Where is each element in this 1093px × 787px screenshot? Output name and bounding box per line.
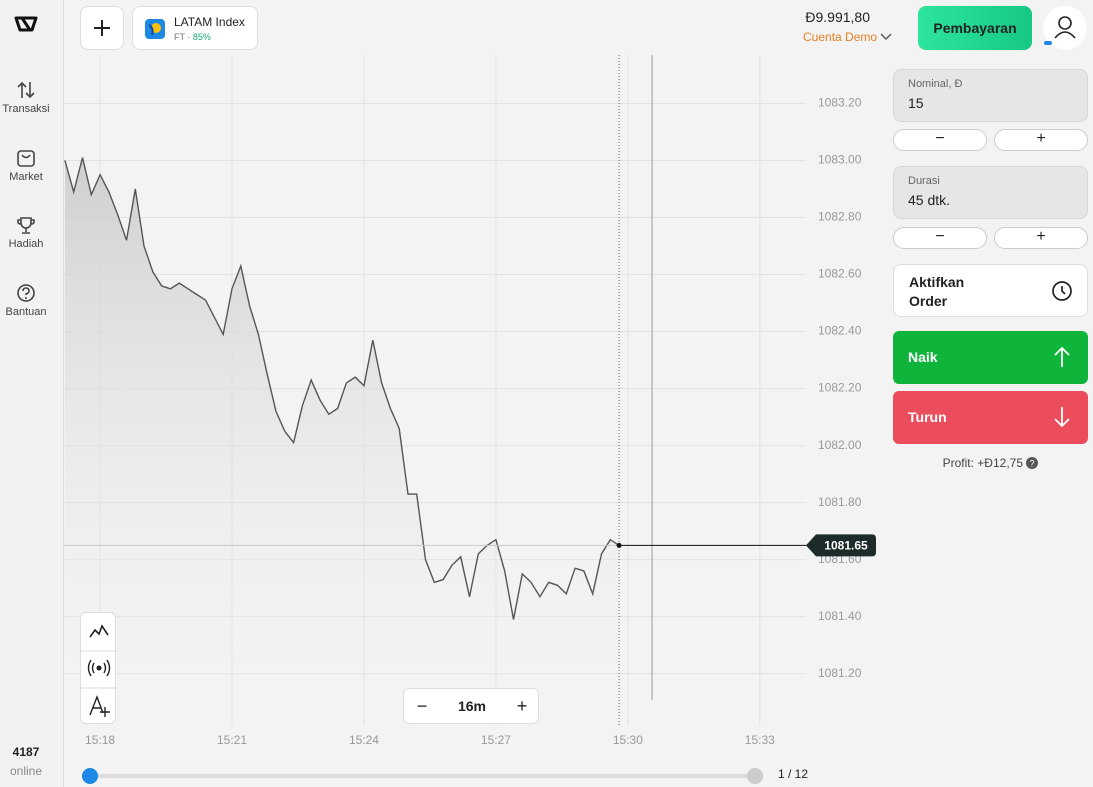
asset-selector[interactable]: LATAM Index FT · 85% bbox=[132, 6, 258, 50]
chart-tools bbox=[80, 612, 117, 724]
balance: Đ9.991,80 bbox=[805, 9, 870, 25]
nav-label: Hadiah bbox=[8, 238, 44, 250]
y-tick-label: 1082.80 bbox=[818, 210, 862, 224]
nav-item[interactable]: Hadiah bbox=[0, 215, 52, 250]
pending-order-label: Aktifkan Order bbox=[909, 274, 965, 309]
online-count: 4187 bbox=[12, 745, 40, 759]
y-tick-label: 1083.00 bbox=[818, 153, 862, 167]
add-asset-button[interactable] bbox=[80, 6, 124, 50]
chart: 1081.201081.401081.601081.801082.001082.… bbox=[64, 55, 876, 747]
scroll-end[interactable] bbox=[747, 768, 763, 784]
sidebar: Transaksi Market Hadiah Bantuan 4187 onl… bbox=[0, 0, 64, 787]
y-tick-label: 1081.40 bbox=[818, 609, 862, 623]
x-tick-label: 15:33 bbox=[745, 733, 775, 747]
x-tick-label: 15:30 bbox=[613, 733, 643, 747]
price-badge-label: 1081.65 bbox=[824, 539, 868, 553]
nav-label: Bantuan bbox=[5, 306, 47, 318]
profit-text: Profit: +Đ12,75 bbox=[942, 456, 1024, 470]
down-button[interactable]: Turun bbox=[893, 391, 1088, 444]
asset-type: FT bbox=[174, 32, 185, 42]
x-tick-label: 15:27 bbox=[481, 733, 511, 747]
y-tick-label: 1082.60 bbox=[818, 267, 862, 281]
pending-order-button[interactable]: Aktifkan Order bbox=[893, 264, 1088, 317]
page-indicator: 1 / 12 bbox=[778, 767, 809, 781]
amount-label: Nominal, Đ bbox=[908, 78, 963, 90]
duration-plus[interactable]: + bbox=[994, 227, 1088, 249]
price-area bbox=[64, 157, 620, 726]
nav-label: Transaksi bbox=[2, 103, 50, 115]
y-tick-label: 1082.40 bbox=[818, 324, 862, 338]
y-tick-label: 1082.00 bbox=[818, 438, 862, 452]
y-tick-label: 1082.20 bbox=[818, 381, 862, 395]
online-label: online bbox=[9, 764, 43, 778]
zoom-out[interactable]: − bbox=[416, 696, 428, 716]
amount-plus[interactable]: + bbox=[994, 129, 1088, 151]
nav-label: Market bbox=[9, 171, 43, 183]
amount-field[interactable]: Nominal, Đ 15 bbox=[893, 69, 1088, 122]
x-tick-label: 15:24 bbox=[349, 733, 379, 747]
up-label: Naik bbox=[908, 349, 938, 365]
payment-button[interactable]: Pembayaran bbox=[918, 6, 1032, 50]
price-badge bbox=[806, 534, 876, 557]
zoom-level: 16m bbox=[457, 698, 487, 714]
y-tick-label: 1083.20 bbox=[818, 96, 862, 110]
y-tick-label: 1081.80 bbox=[818, 495, 862, 509]
account-name: Cuenta Demo bbox=[803, 30, 878, 44]
zoom-in[interactable]: + bbox=[516, 696, 528, 716]
nav-item[interactable]: Bantuan bbox=[0, 283, 52, 318]
price-dot bbox=[616, 542, 622, 548]
up-button[interactable]: Naik bbox=[893, 331, 1088, 384]
down-label: Turun bbox=[908, 409, 947, 425]
duration-minus[interactable]: − bbox=[893, 227, 987, 249]
profit: Profit: +Đ12,75 ? bbox=[893, 456, 1088, 470]
logo bbox=[14, 16, 38, 32]
nav-item[interactable]: Transaksi bbox=[0, 80, 52, 115]
amount-value: 15 bbox=[908, 95, 924, 111]
duration-value: 45 dtk. bbox=[908, 192, 951, 208]
account-type[interactable]: Cuenta Demo bbox=[803, 30, 892, 44]
duration-label: Durasi bbox=[908, 175, 940, 187]
zoom-control: − 16m + bbox=[403, 688, 539, 724]
nav-item[interactable]: Market bbox=[0, 148, 52, 183]
x-tick-label: 15:18 bbox=[85, 733, 115, 747]
asset-name: LATAM Index bbox=[174, 15, 245, 29]
price-line bbox=[64, 157, 620, 620]
timeline-scrollbar[interactable] bbox=[90, 774, 755, 778]
duration-field[interactable]: Durasi 45 dtk. bbox=[893, 166, 1088, 219]
x-tick-label: 15:21 bbox=[217, 733, 247, 747]
svg-text:?: ? bbox=[1030, 458, 1035, 468]
y-tick-label: 1081.20 bbox=[818, 666, 862, 680]
profile-button[interactable] bbox=[1043, 6, 1087, 50]
scroll-start[interactable] bbox=[82, 768, 98, 784]
payout: 85% bbox=[192, 32, 211, 42]
amount-minus[interactable]: − bbox=[893, 129, 987, 151]
